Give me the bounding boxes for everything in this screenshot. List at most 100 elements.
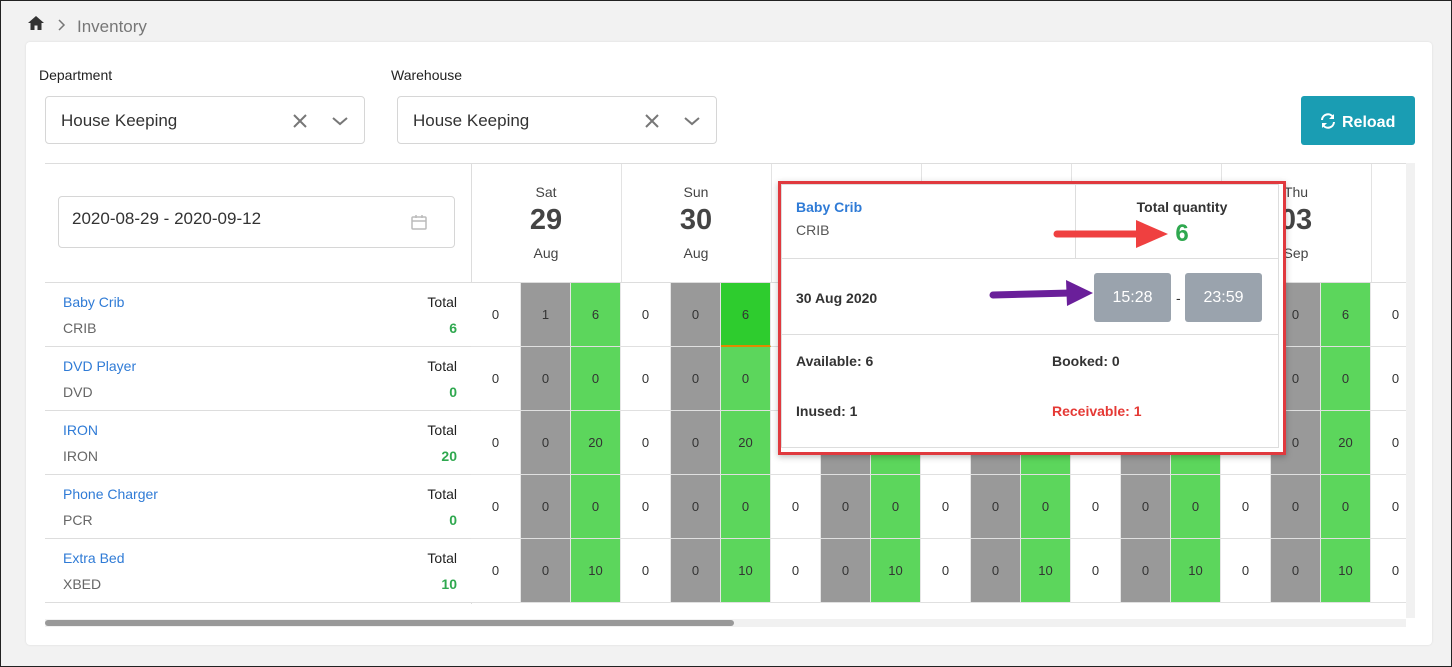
stock-cell[interactable]: 6 [571,283,621,347]
total-label: Total [427,422,457,438]
stock-cell[interactable]: 0 [821,475,871,539]
breadcrumb-title: Inventory [77,17,147,37]
stock-cell[interactable]: 0 [471,411,521,475]
department-select[interactable]: House Keeping [45,96,365,144]
stock-cell[interactable]: 0 [821,539,871,603]
calendar-icon [411,214,427,230]
receivable: Receivable: 1 [1052,403,1142,419]
stock-cell[interactable]: 0 [721,475,771,539]
stock-cell[interactable]: 10 [571,539,621,603]
stock-cell[interactable]: 0 [521,411,571,475]
stock-cell[interactable]: 0 [621,475,671,539]
date-range: 2020-08-29 - 2020-09-12 [72,209,261,229]
stock-cell[interactable]: 0 [871,475,921,539]
stock-cell[interactable]: 0 [971,475,1021,539]
stock-cell[interactable]: 20 [721,411,771,475]
stock-cell[interactable]: 0 [1021,475,1071,539]
item-name[interactable]: IRON [63,422,98,438]
stock-cell[interactable]: 10 [1021,539,1071,603]
vertical-scrollbar [1406,163,1415,618]
stock-cell[interactable]: 0 [1271,475,1321,539]
day: 30 [621,204,771,237]
day: 29 [471,204,621,237]
popup-name[interactable]: Baby Crib [796,199,862,215]
reload-button[interactable]: Reload [1301,96,1415,145]
stock-cell[interactable]: 0 [521,475,571,539]
stock-cell[interactable]: 0 [971,539,1021,603]
stock-cell[interactable]: 0 [571,347,621,411]
scrollbar-thumb[interactable] [45,620,734,626]
stock-cell[interactable]: 20 [571,411,621,475]
stock-cell[interactable]: 0 [621,411,671,475]
stock-cell[interactable]: 0 [471,475,521,539]
stock-cell[interactable]: 0 [1321,475,1371,539]
stock-cell[interactable]: 0 [621,347,671,411]
stock-cell[interactable]: 0 [621,539,671,603]
stock-cell[interactable]: 0 [1221,539,1271,603]
total-label: Total [427,294,457,310]
row-divider [45,346,471,347]
item-code: PCR [63,512,93,528]
date-range-input[interactable]: 2020-08-29 - 2020-09-12 [58,196,455,248]
stock-cell[interactable]: 6 [721,283,771,347]
stock-cell[interactable]: 0 [721,347,771,411]
stock-cell[interactable]: 0 [771,539,821,603]
stock-cell[interactable]: 10 [1171,539,1221,603]
stock-cell[interactable]: 0 [921,539,971,603]
stock-cell[interactable]: 0 [921,475,971,539]
stock-cell[interactable]: 0 [1271,539,1321,603]
stock-cell[interactable]: 6 [1321,283,1371,347]
month: Aug [621,245,771,261]
item-total: 0 [449,512,457,528]
stock-cell[interactable]: 0 [1371,475,1406,539]
stock-cell[interactable]: 0 [1121,475,1171,539]
item-total: 20 [441,448,457,464]
warehouse-label: Warehouse [391,67,462,83]
annotation-arrows [981,216,1181,311]
stock-cell[interactable]: 0 [1071,475,1121,539]
stock-cell[interactable]: 0 [671,347,721,411]
stock-cell[interactable]: 10 [1321,539,1371,603]
stock-cell[interactable]: 0 [471,347,521,411]
end-time[interactable]: 23:59 [1185,273,1262,322]
item-name[interactable]: Baby Crib [63,294,124,310]
popup-date: 30 Aug 2020 [796,290,877,306]
popup-total-label: Total quantity [1076,199,1288,215]
stock-cell[interactable]: 0 [1221,475,1271,539]
stock-cell[interactable]: 0 [1371,347,1406,411]
stock-cell[interactable]: 0 [671,539,721,603]
stock-cell[interactable]: 0 [1371,539,1406,603]
stock-cell[interactable]: 0 [1321,347,1371,411]
stock-cell[interactable]: 10 [721,539,771,603]
stock-cell[interactable]: 0 [1371,283,1406,347]
stock-cell[interactable]: 0 [621,283,671,347]
stock-cell[interactable]: 0 [1371,411,1406,475]
stock-cell[interactable]: 0 [521,347,571,411]
stock-cell[interactable]: 0 [671,283,721,347]
department-label: Department [39,67,112,83]
stock-cell[interactable]: 10 [871,539,921,603]
reload-text: Reload [1342,114,1395,132]
warehouse-select[interactable]: House Keeping [397,96,717,144]
weekday: Sun [621,184,771,200]
item-name[interactable]: Extra Bed [63,550,124,566]
stock-cell[interactable]: 0 [471,283,521,347]
select-controls [644,113,704,129]
stock-cell[interactable]: 0 [521,539,571,603]
row-divider [45,602,471,603]
stock-cell[interactable]: 1 [521,283,571,347]
stock-cell[interactable]: 0 [571,475,621,539]
stock-cell[interactable]: 20 [1321,411,1371,475]
stock-cell[interactable]: 0 [1071,539,1121,603]
stock-cell[interactable]: 0 [1171,475,1221,539]
row-divider [45,538,471,539]
home-icon[interactable] [27,15,45,31]
stock-cell[interactable]: 0 [771,475,821,539]
stock-cell[interactable]: 0 [671,411,721,475]
stock-cell[interactable]: 0 [1121,539,1171,603]
item-name[interactable]: Phone Charger [63,486,158,502]
stock-cell[interactable]: 0 [671,475,721,539]
stock-cell[interactable]: 0 [471,539,521,603]
item-name[interactable]: DVD Player [63,358,136,374]
month: Aug [471,245,621,261]
